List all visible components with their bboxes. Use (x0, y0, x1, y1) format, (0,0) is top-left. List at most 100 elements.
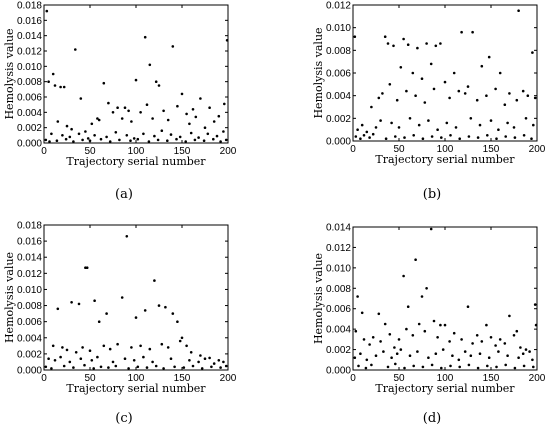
data-point (440, 136, 443, 139)
data-point (203, 126, 207, 129)
data-point (132, 137, 136, 140)
data-point (403, 136, 406, 139)
y-tick-label: 0.000 (17, 366, 42, 377)
data-point (440, 366, 443, 370)
y-tick-label: 0.012 (326, 1, 351, 12)
data-point (111, 111, 115, 114)
plot-frame (43, 4, 229, 144)
data-point (475, 98, 479, 102)
data-point (173, 365, 176, 369)
data-point (417, 322, 421, 326)
data-point (200, 367, 204, 370)
data-point (402, 37, 405, 41)
data-point (460, 338, 463, 341)
data-point (512, 334, 516, 337)
data-point (449, 134, 452, 137)
data-point (478, 123, 482, 127)
x-tick-label: 200 (220, 146, 237, 157)
data-point (145, 103, 149, 106)
data-point (394, 135, 397, 138)
x-tick-label: 100 (128, 146, 145, 157)
data-point (377, 96, 381, 100)
data-point (405, 327, 408, 331)
data-point (97, 320, 101, 324)
data-point (136, 365, 140, 369)
data-point (210, 365, 213, 369)
y-axis-label: Hemolysis value (3, 252, 16, 343)
data-point (368, 343, 371, 346)
data-point (53, 84, 57, 87)
data-point (449, 364, 452, 368)
data-point (392, 44, 395, 48)
data-point (469, 117, 473, 120)
panel-label: (d) (423, 411, 441, 426)
y-tick-label: 0.002 (326, 345, 351, 356)
data-point (439, 42, 442, 45)
y-tick-label: 0.004 (326, 91, 351, 102)
data-point (534, 323, 538, 327)
data-point (157, 304, 161, 307)
data-point (130, 120, 133, 123)
x-tick-label: 50 (393, 144, 405, 155)
x-tick-label: 0 (350, 144, 356, 155)
panel-label: (c) (115, 411, 132, 426)
x-axis-label: Trajectory serial number (375, 382, 515, 395)
y-axis-label: Hemolysis value (312, 27, 325, 118)
data-point (436, 128, 439, 131)
y-tick-label: 0.008 (326, 284, 351, 295)
data-point (68, 360, 72, 364)
data-point (427, 119, 430, 122)
data-point (93, 299, 96, 303)
data-point (381, 92, 384, 95)
data-point (469, 354, 473, 358)
data-point (102, 81, 106, 85)
data-point (533, 303, 537, 306)
data-point (64, 137, 68, 141)
data-point (421, 365, 425, 369)
data-point (70, 127, 73, 131)
data-point (390, 121, 393, 125)
data-point (185, 112, 188, 116)
data-point (487, 356, 491, 360)
data-point (414, 258, 417, 262)
data-point (84, 130, 87, 133)
data-point (532, 123, 535, 127)
data-point (77, 132, 81, 136)
y-tick-label: 0.014 (326, 223, 351, 234)
y-tick-label: 0.004 (17, 333, 42, 344)
x-tick-label: 0 (350, 373, 356, 384)
x-tick-label: 50 (84, 146, 96, 157)
data-point (416, 350, 419, 353)
data-point (162, 367, 165, 370)
data-point (430, 363, 434, 367)
data-point (79, 97, 83, 100)
y-tick-label: 0.006 (326, 69, 351, 80)
data-point (90, 359, 94, 362)
data-point (217, 114, 221, 118)
data-point (448, 96, 451, 100)
data-point (130, 346, 133, 349)
data-point (443, 323, 447, 327)
data-point (48, 140, 51, 143)
data-point (364, 366, 368, 370)
data-point (127, 367, 130, 370)
data-point (371, 336, 375, 339)
data-point (379, 119, 382, 122)
data-point (374, 126, 378, 129)
data-point (411, 334, 415, 337)
x-tick-label: 150 (174, 373, 191, 384)
data-point (120, 117, 124, 120)
y-tick-label: 0.002 (17, 349, 42, 360)
data-point (476, 136, 480, 139)
data-point (74, 351, 78, 354)
panel-label: (b) (423, 187, 441, 202)
data-point (436, 336, 439, 339)
data-point (153, 279, 156, 282)
data-point (386, 365, 390, 369)
data-point (44, 138, 48, 142)
data-point (97, 118, 101, 122)
x-tick-label: 100 (437, 373, 454, 384)
data-point (72, 366, 75, 369)
data-point (93, 134, 96, 137)
data-point (70, 301, 73, 304)
